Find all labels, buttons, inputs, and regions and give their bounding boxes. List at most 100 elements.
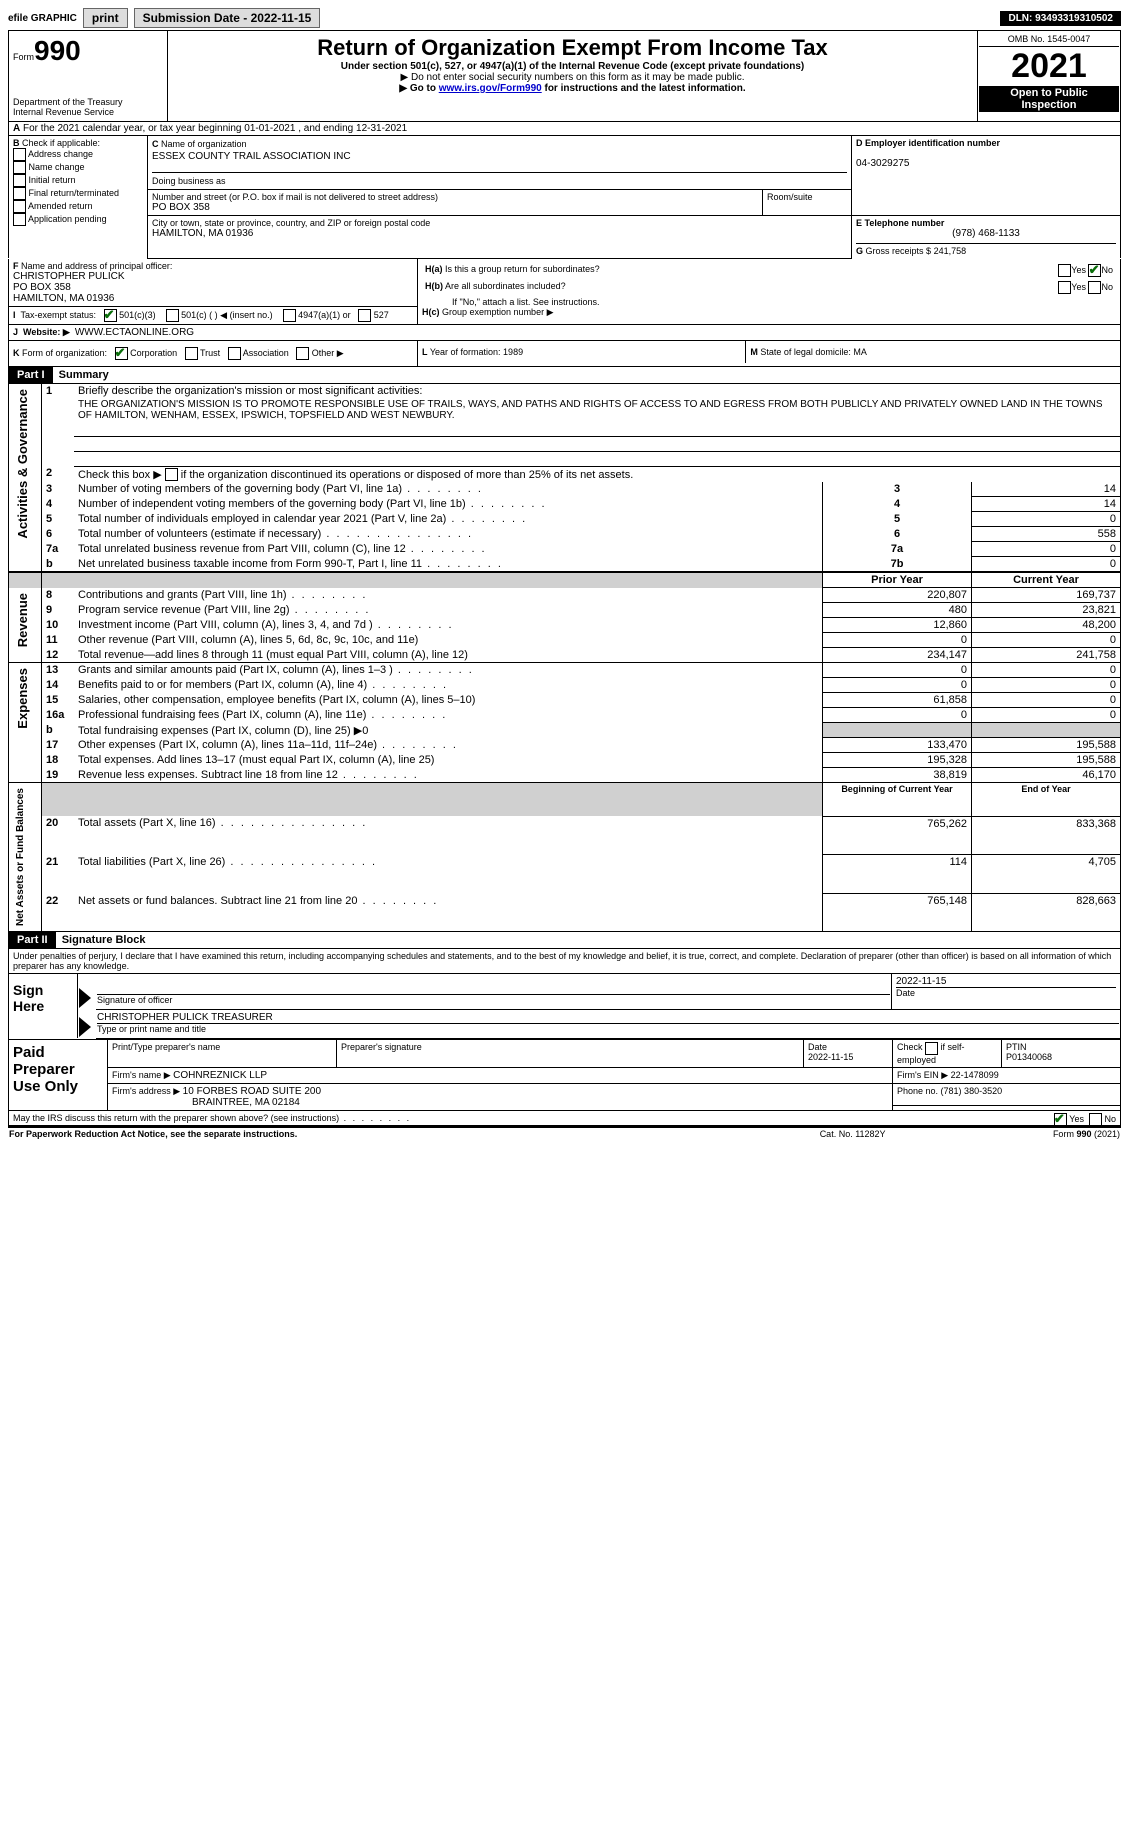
final-return: Final return/terminated [29, 188, 120, 198]
k-corp-checkbox[interactable] [115, 347, 128, 360]
dept-label: Department of the Treasury [13, 97, 163, 107]
k-corp: Corporation [130, 347, 177, 357]
open-public-2: Inspection [983, 99, 1115, 111]
f-label: F [13, 261, 19, 271]
ec15: 0 [972, 693, 1121, 708]
part2-title: Signature Block [62, 934, 146, 946]
c6: 6 [823, 527, 972, 542]
final-return-checkbox[interactable] [13, 187, 26, 200]
ha-label: H(a) [425, 264, 443, 274]
sign-table: Sign Here Signature of officer 2022-11-1… [9, 974, 1120, 1039]
form-subtitle: Under section 501(c), 527, or 4947(a)(1)… [172, 61, 973, 72]
street: PO BOX 358 [152, 202, 210, 213]
line5: Total number of individuals employed in … [78, 513, 446, 525]
name-change: Name change [29, 162, 85, 172]
c4: 4 [823, 497, 972, 512]
n7a: 7a [42, 542, 75, 557]
ec19: 46,170 [972, 768, 1121, 783]
prep-name-label: Print/Type preparer's name [112, 1042, 220, 1052]
hb-yes-checkbox[interactable] [1058, 281, 1071, 294]
i-4947-checkbox[interactable] [283, 309, 296, 322]
may-irs-no: No [1104, 1113, 1116, 1123]
side-rev: Revenue [13, 589, 32, 651]
rl11: Other revenue (Part VIII, column (A), li… [78, 634, 418, 646]
el18: Total expenses. Add lines 13–17 (must eq… [78, 754, 434, 766]
i-527-checkbox[interactable] [358, 309, 371, 322]
cat-no: Cat. No. 11282Y [764, 1127, 941, 1140]
may-irs-yes-checkbox[interactable] [1054, 1113, 1067, 1126]
nl22: Net assets or fund balances. Subtract li… [78, 895, 357, 907]
submission-date-button[interactable]: Submission Date - 2022-11-15 [134, 8, 321, 28]
form-title: Return of Organization Exempt From Incom… [172, 35, 973, 61]
app-pending-checkbox[interactable] [13, 213, 26, 226]
open-public-1: Open to Public [983, 87, 1115, 99]
m-label: M [750, 347, 758, 357]
may-irs-no-checkbox[interactable] [1089, 1113, 1102, 1126]
rc10: 48,200 [972, 618, 1121, 633]
nn20: 20 [42, 816, 75, 855]
dba-label: Doing business as [152, 176, 226, 186]
hc-text: Group exemption number ▶ [442, 307, 553, 317]
mission-blank-2 [74, 436, 1120, 451]
ptin-label: PTIN [1006, 1042, 1027, 1052]
current-year-hdr: Current Year [972, 572, 1121, 588]
room-label: Room/suite [763, 190, 852, 215]
n7b: b [42, 557, 75, 573]
irs-label: Internal Revenue Service [13, 107, 163, 117]
firm-ein: 22-1478099 [951, 1070, 999, 1080]
website: WWW.ECTAONLINE.ORG [75, 327, 194, 338]
v7a: 0 [972, 542, 1121, 557]
rn9: 9 [42, 603, 75, 618]
nn21: 21 [42, 855, 75, 894]
org-name: ESSEX COUNTY TRAIL ASSOCIATION INC [152, 151, 351, 162]
f-text: Name and address of principal officer: [21, 261, 172, 271]
mission-blank-1 [74, 422, 1120, 437]
phone: (978) 468-1133 [856, 228, 1116, 239]
ha-no-checkbox[interactable] [1088, 264, 1101, 277]
g-label: G [856, 246, 863, 256]
sig-arrow-2 [79, 1017, 91, 1037]
goto-link[interactable]: www.irs.gov/Form990 [439, 83, 542, 94]
end-year-hdr: End of Year [972, 783, 1121, 817]
v3: 14 [972, 482, 1121, 497]
ec18: 195,588 [972, 753, 1121, 768]
e-label: E Telephone number [856, 218, 944, 228]
v7b: 0 [972, 557, 1121, 573]
line6: Total number of volunteers (estimate if … [78, 528, 321, 540]
line2: Check this box ▶ if the organization dis… [78, 469, 633, 481]
n5: 5 [42, 512, 75, 527]
ha-yes-checkbox[interactable] [1058, 264, 1071, 277]
en18: 18 [42, 753, 75, 768]
city: HAMILTON, MA 01936 [152, 228, 253, 239]
side-net: Net Assets or Fund Balances [13, 784, 28, 930]
nn22: 22 [42, 894, 75, 931]
k-assoc-checkbox[interactable] [228, 347, 241, 360]
i-501c-checkbox[interactable] [166, 309, 179, 322]
el14: Benefits paid to or for members (Part IX… [78, 679, 367, 691]
el13: Grants and similar amounts paid (Part IX… [78, 664, 393, 676]
preparer-table: Paid Preparer Use Only Print/Type prepar… [9, 1039, 1120, 1110]
part2-hdr: Part II [9, 932, 56, 948]
addr-change-checkbox[interactable] [13, 148, 26, 161]
el15: Salaries, other compensation, employee b… [78, 694, 475, 706]
ein: 04-3029275 [856, 158, 909, 169]
form-foot: Form [1053, 1129, 1077, 1139]
hb-no-checkbox[interactable] [1088, 281, 1101, 294]
form-990: 990 [34, 35, 81, 66]
print-button[interactable]: print [83, 8, 128, 28]
hc-label: H(c) [422, 307, 440, 317]
name-change-checkbox[interactable] [13, 161, 26, 174]
k-trust-checkbox[interactable] [185, 347, 198, 360]
self-employed-checkbox[interactable] [925, 1042, 938, 1055]
tax-year: 2021 [979, 47, 1119, 86]
form-yr-foot: (2021) [1091, 1129, 1120, 1139]
rp12: 234,147 [823, 648, 972, 663]
i-501c3-checkbox[interactable] [104, 309, 117, 322]
initial-return-checkbox[interactable] [13, 174, 26, 187]
ep15: 61,858 [823, 693, 972, 708]
amended-checkbox[interactable] [13, 200, 26, 213]
k-other-checkbox[interactable] [296, 347, 309, 360]
n1: 1 [42, 384, 75, 398]
check-if: Check if applicable: [22, 138, 100, 148]
line2-checkbox[interactable] [165, 468, 178, 481]
